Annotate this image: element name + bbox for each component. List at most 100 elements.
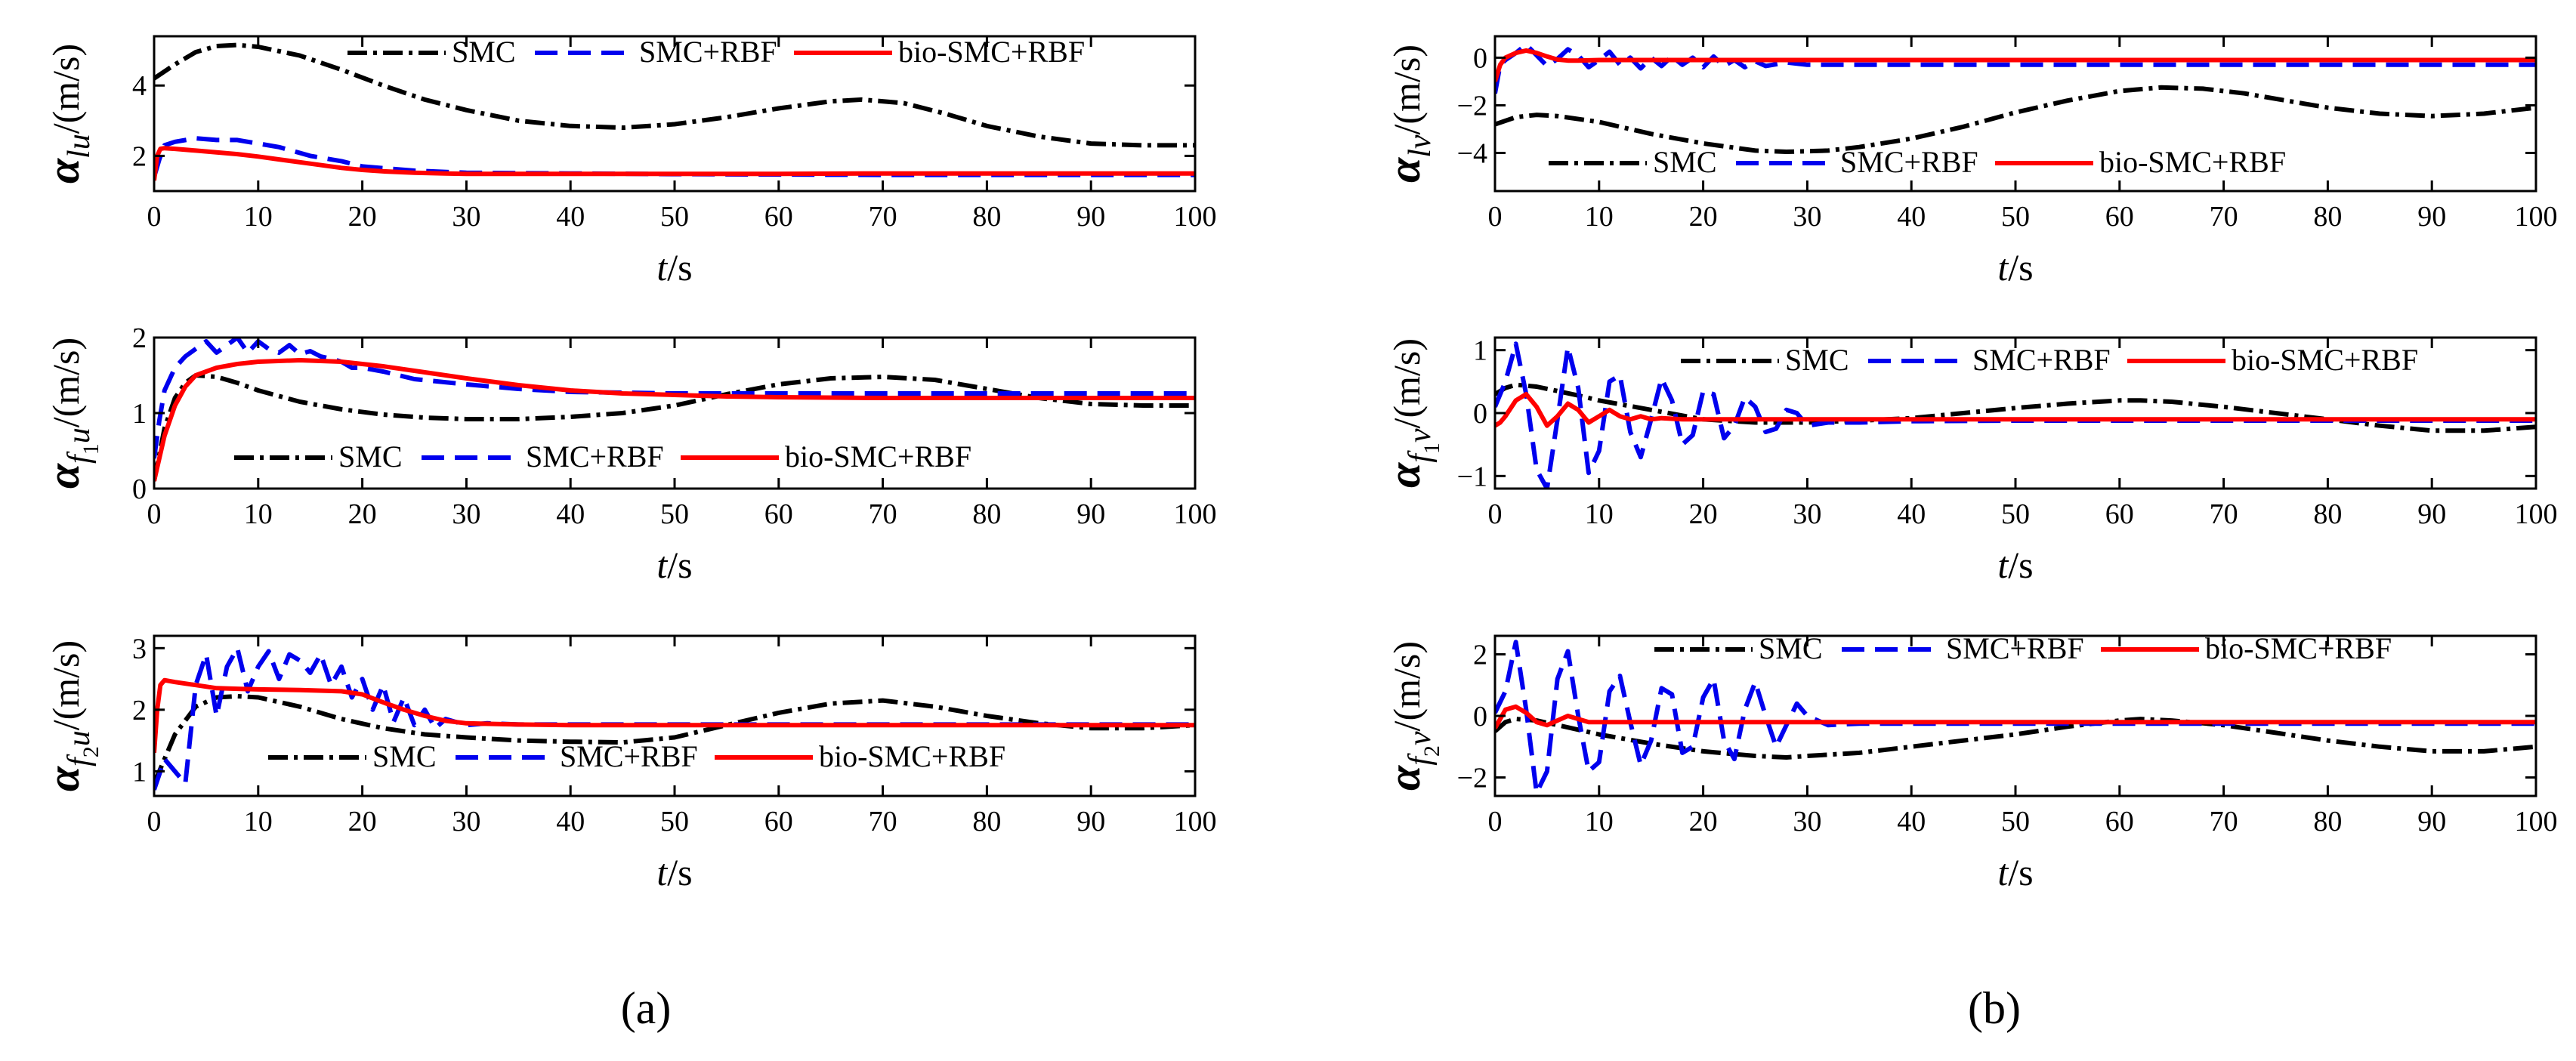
- x-tick-label: 90: [1076, 201, 1105, 233]
- legend-label: SMC+RBF: [639, 35, 777, 69]
- y-tick-label: 0: [132, 473, 147, 505]
- x-tick-label: 50: [2001, 201, 2030, 233]
- x-tick-label: 70: [2210, 201, 2238, 233]
- legend: SMC SMC+RBF bio-SMC+RBF: [1549, 145, 2286, 179]
- y-tick-label: 1: [1473, 335, 1487, 367]
- legend-label: SMC+RBF: [1946, 631, 2084, 665]
- y-tick-label: 0: [1473, 398, 1487, 430]
- y-tick-label: −2: [1457, 90, 1487, 122]
- x-tick-label: 80: [2313, 201, 2342, 233]
- x-tick-label: 30: [452, 806, 480, 837]
- x-tick-label: 30: [1793, 201, 1821, 233]
- x-tick-label: 10: [244, 201, 273, 233]
- x-tick-label: 80: [2313, 806, 2342, 837]
- series-smc-line: [154, 42, 1195, 148]
- x-tick-label: 30: [1793, 806, 1821, 837]
- x-tick-label: 0: [1488, 806, 1503, 837]
- series-bio-smc-plus-rbf-line: [1495, 704, 2536, 729]
- legend: SMC SMC+RBF bio-SMC+RBF: [1654, 631, 2392, 665]
- series-smc-plus-rbf-line: [154, 136, 1195, 178]
- legend-label: bio-SMC+RBF: [2232, 343, 2418, 377]
- legend-label: SMC: [1785, 343, 1849, 377]
- series-smc-plus-rbf-line: [1495, 341, 2536, 489]
- x-tick-label: 100: [2515, 201, 2558, 233]
- y-axis-label: αf1v/(m/s): [1379, 338, 1444, 488]
- panel-label-b: (b): [1968, 983, 2021, 1033]
- y-axis-label: αf2v/(m/s): [1379, 641, 1444, 791]
- chart-alv: 0 10 20 30 40 50 60 70 80 90 100 0 −2 −4 t/s αlv/(m/s) S…: [1379, 35, 2558, 288]
- x-tick-label: 10: [1585, 201, 1614, 233]
- series-bio-smc-plus-rbf-line: [154, 146, 1195, 181]
- x-axis-label: t/s: [1997, 851, 2033, 893]
- x-tick-label: 60: [764, 498, 793, 530]
- legend-label: bio-SMC+RBF: [785, 440, 971, 473]
- x-tick-label: 80: [2313, 498, 2342, 530]
- x-tick-label: 70: [869, 498, 897, 530]
- chart-af2u: 0 10 20 30 40 50 60 70 80 90 100 1 2 3 t/s αf2u/(m/s) SM…: [39, 633, 1217, 893]
- x-tick-label: 60: [2105, 201, 2134, 233]
- legend-label: bio-SMC+RBF: [819, 739, 1005, 773]
- x-tick-label: 70: [869, 806, 897, 837]
- y-tick-label: 2: [132, 140, 147, 172]
- series-smc-plus-rbf-line: [1495, 42, 2536, 94]
- legend-label: bio-SMC+RBF: [2205, 631, 2392, 665]
- legend-label: SMC+RBF: [526, 440, 664, 473]
- series-bio-smc-plus-rbf-line: [1495, 48, 2536, 82]
- x-axis-label: t/s: [656, 246, 692, 288]
- x-tick-label: 0: [147, 498, 162, 530]
- y-tick-label: 4: [132, 70, 147, 102]
- y-tick-label: −2: [1457, 763, 1487, 794]
- series-bio-smc-plus-rbf-line: [154, 358, 1195, 482]
- y-tick-label: −4: [1457, 138, 1487, 170]
- series-smc-line: [1495, 717, 2536, 760]
- x-tick-label: 40: [556, 806, 585, 837]
- y-axis-label: αlu/(m/s): [39, 44, 97, 184]
- x-tick-label: 10: [1585, 498, 1614, 530]
- x-tick-label: 50: [660, 201, 689, 233]
- legend-label: bio-SMC+RBF: [898, 35, 1085, 69]
- x-tick-label: 90: [1076, 498, 1105, 530]
- x-tick-label: 90: [1076, 806, 1105, 837]
- x-tick-label: 60: [764, 806, 793, 837]
- legend-label: SMC+RBF: [1972, 343, 2111, 377]
- x-tick-label: 70: [2210, 498, 2238, 530]
- x-tick-label: 10: [244, 806, 273, 837]
- legend-label: SMC: [1759, 631, 1823, 665]
- y-tick-label: 2: [1473, 639, 1487, 671]
- legend: SMC SMC+RBF bio-SMC+RBF: [268, 739, 1005, 773]
- legend-label: SMC: [372, 739, 437, 773]
- series-smc-line: [1495, 85, 2536, 154]
- x-tick-label: 90: [2417, 806, 2446, 837]
- x-tick-label: 60: [2105, 498, 2134, 530]
- y-axis-label: αlv/(m/s): [1379, 45, 1438, 183]
- x-axis-label: t/s: [1997, 246, 2033, 288]
- x-tick-label: 10: [244, 498, 273, 530]
- chart-af1u: 0 10 20 30 40 50 60 70 80 90 100 0 1 2 t/s αf1u/(m/s) SM…: [39, 322, 1217, 586]
- x-tick-label: 70: [869, 201, 897, 233]
- x-tick-label: 100: [1174, 201, 1217, 233]
- x-tick-label: 0: [147, 806, 162, 837]
- x-tick-label: 40: [1897, 498, 1926, 530]
- x-tick-label: 50: [2001, 806, 2030, 837]
- legend: SMC SMC+RBF bio-SMC+RBF: [234, 440, 971, 473]
- y-tick-label: 0: [1473, 701, 1487, 733]
- y-tick-label: 3: [132, 633, 147, 665]
- x-tick-label: 10: [1585, 806, 1614, 837]
- x-tick-label: 0: [147, 201, 162, 233]
- x-tick-label: 50: [660, 498, 689, 530]
- x-tick-label: 100: [1174, 498, 1217, 530]
- series-bio-smc-plus-rbf-line: [154, 677, 1195, 754]
- series-bio-smc-plus-rbf-line: [1495, 392, 2536, 428]
- x-tick-label: 80: [972, 201, 1001, 233]
- x-tick-label: 100: [2515, 806, 2558, 837]
- x-axis-label: t/s: [656, 544, 692, 586]
- x-tick-label: 0: [1488, 498, 1503, 530]
- legend: SMC SMC+RBF bio-SMC+RBF: [1681, 343, 2418, 377]
- legend: SMC SMC+RBF bio-SMC+RBF: [347, 35, 1085, 69]
- y-axis-label: αf2u/(m/s): [39, 640, 103, 791]
- x-tick-label: 40: [556, 498, 585, 530]
